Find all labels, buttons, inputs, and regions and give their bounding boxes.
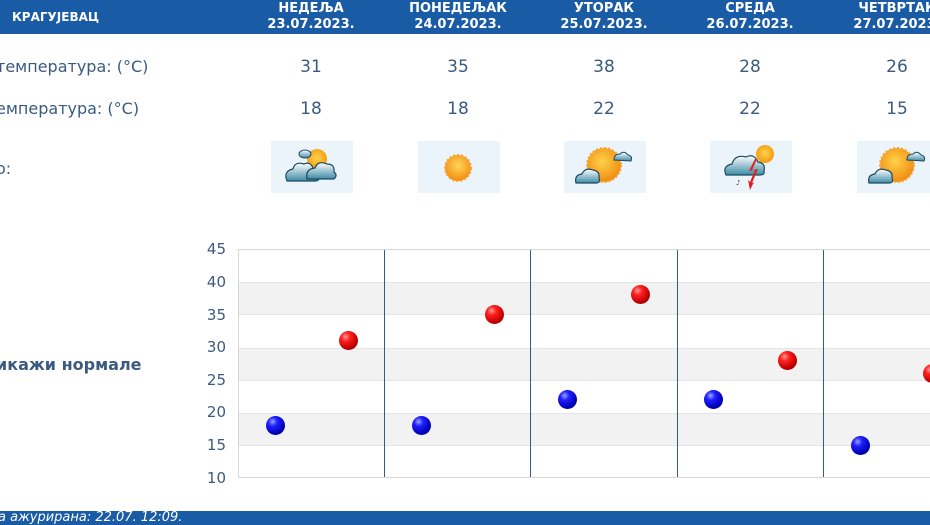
day-name: ЧЕТВРТАК xyxy=(858,1,930,16)
day-header-4: СРЕДА 26.07.2023. xyxy=(690,1,810,33)
city-name: КРАГУЈЕВАЦ xyxy=(12,10,100,24)
day-name: НЕДЕЉА xyxy=(278,1,344,16)
mostly-sunny-icon xyxy=(857,141,930,193)
min-temp-marker xyxy=(266,416,285,435)
grid-band xyxy=(239,348,930,381)
day-name: СРЕДА xyxy=(725,1,775,16)
max-temp-marker xyxy=(631,285,650,304)
day-header-1: НЕДЕЉА 23.07.2023. xyxy=(251,1,371,33)
day-date: 24.07.2023. xyxy=(414,17,502,32)
y-tick: 25 xyxy=(206,371,226,389)
temperature-chart: 45 40 35 30 25 20 15 10 xyxy=(0,240,930,490)
forecast-header: КРАГУЈЕВАЦ НЕДЕЉА 23.07.2023. ПОНЕДЕЉАК … xyxy=(0,0,930,34)
thunderstorm-icon: ♪ xyxy=(710,141,792,193)
day-date: 25.07.2023. xyxy=(560,17,648,32)
y-tick: 45 xyxy=(206,240,226,258)
max-temp-marker xyxy=(923,364,930,383)
mostly-sunny-icon xyxy=(564,141,646,193)
svg-text:♪: ♪ xyxy=(736,179,740,187)
day-divider xyxy=(384,250,385,477)
max-temp-value: 28 xyxy=(739,57,761,77)
y-tick: 35 xyxy=(206,306,226,324)
day-date: 26.07.2023. xyxy=(706,17,794,32)
grid-band xyxy=(239,282,930,315)
max-temp-value: 35 xyxy=(447,57,469,77)
max-temp-label: температура: (°C) xyxy=(0,57,149,76)
sunny-icon xyxy=(418,141,500,193)
max-temp-value: 26 xyxy=(886,57,908,77)
footer-bar: а ажурирана: 22.07. 12:09. xyxy=(0,510,930,525)
y-tick: 40 xyxy=(206,273,226,291)
y-tick: 20 xyxy=(206,403,226,421)
max-temp-marker xyxy=(339,331,358,350)
max-temp-value: 38 xyxy=(593,57,615,77)
day-date: 23.07.2023. xyxy=(267,17,355,32)
day-name: ПОНЕДЕЉАК xyxy=(409,1,507,16)
day-header-5: ЧЕТВРТАК 27.07.2023. xyxy=(837,1,930,33)
min-temp-value: 18 xyxy=(300,99,322,119)
min-temp-label: емпература: (°C) xyxy=(0,99,140,118)
y-tick: 15 xyxy=(206,436,226,454)
min-temp-marker xyxy=(851,436,870,455)
min-temp-marker xyxy=(704,390,723,409)
show-normals-link[interactable]: икажи нормале xyxy=(0,355,142,374)
max-temp-marker xyxy=(778,351,797,370)
min-temp-value: 22 xyxy=(739,99,761,119)
partly-cloudy-icon xyxy=(271,141,353,193)
day-date: 27.07.2023. xyxy=(853,17,930,32)
day-header-3: УТОРАК 25.07.2023. xyxy=(544,1,664,33)
day-divider xyxy=(530,250,531,477)
min-temp-marker xyxy=(558,390,577,409)
min-temp-value: 15 xyxy=(886,99,908,119)
min-temp-value: 18 xyxy=(447,99,469,119)
min-temp-marker xyxy=(412,416,431,435)
day-divider xyxy=(677,250,678,477)
y-tick: 10 xyxy=(206,469,226,487)
max-temp-value: 31 xyxy=(300,57,322,77)
max-temp-marker xyxy=(485,305,504,324)
day-name: УТОРАК xyxy=(573,1,635,16)
day-header-2: ПОНЕДЕЉАК 24.07.2023. xyxy=(398,1,518,33)
y-tick: 30 xyxy=(206,338,226,356)
min-temp-value: 22 xyxy=(593,99,615,119)
plot-area xyxy=(238,249,930,478)
weather-label: о: xyxy=(0,159,12,178)
day-divider xyxy=(823,250,824,477)
last-updated: а ажурирана: 22.07. 12:09. xyxy=(0,510,183,525)
grid-band xyxy=(239,413,930,446)
